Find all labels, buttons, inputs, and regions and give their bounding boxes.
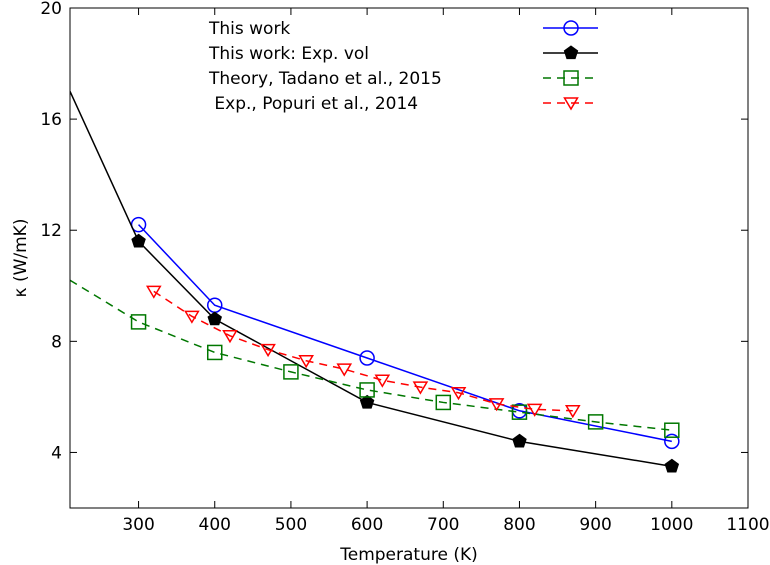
data-point (450, 386, 467, 401)
data-point (512, 433, 527, 448)
data-point (488, 398, 505, 412)
y-tick-label: 12 (40, 221, 62, 241)
data-point (664, 433, 680, 450)
y-tick-label: 16 (40, 110, 62, 130)
y-tick-label: 20 (40, 0, 62, 19)
y-tick-label: 4 (51, 443, 62, 463)
legend-marker (563, 45, 579, 60)
data-point (336, 363, 353, 377)
data-point (412, 381, 429, 395)
x-axis-title: Temperature (K) (339, 545, 478, 565)
data-point (511, 404, 528, 420)
legend: This work This work: Exp. vol Theory, Tada… (208, 19, 598, 114)
x-tick-label: 800 (503, 515, 535, 535)
y-axis-title: κ (W/mK) (11, 219, 31, 298)
data-point (298, 355, 314, 369)
series-0 (130, 216, 680, 450)
data-point (435, 394, 452, 411)
x-tick-label: 600 (351, 515, 383, 535)
data-point (664, 422, 680, 438)
series-line (70, 279, 672, 431)
x-tick-label: 400 (199, 515, 231, 535)
data-point (374, 374, 391, 388)
data-point (206, 344, 223, 361)
x-tick-label: 900 (579, 515, 611, 535)
series-1 (70, 91, 680, 473)
data-point (222, 330, 238, 344)
series-3 (145, 285, 581, 419)
data-point (564, 405, 581, 419)
data-point (131, 233, 146, 248)
data-point (526, 403, 543, 417)
data-point (359, 394, 375, 409)
series-layer (70, 91, 680, 473)
legend-marker (563, 20, 579, 36)
x-tick-label: 1100 (726, 515, 769, 535)
legend-marker (563, 97, 579, 111)
data-point (130, 314, 147, 330)
data-point (184, 310, 200, 324)
series-line (153, 290, 573, 412)
legend-label: This work (208, 19, 290, 39)
series-2 (70, 279, 680, 438)
data-point (664, 458, 680, 473)
data-point (587, 414, 604, 430)
legend-label: Exp., Popuri et al., 2014 (209, 94, 418, 114)
data-point (283, 364, 299, 380)
plot-frame (69, 7, 749, 509)
x-tick-label: 300 (122, 515, 154, 535)
series-line (70, 91, 672, 468)
y-tick-label: 8 (51, 332, 62, 352)
data-point (359, 382, 375, 398)
data-point (260, 343, 276, 358)
legend-label: Theory, Tadano et al., 2015 (208, 69, 442, 89)
x-tick-label: 500 (275, 515, 307, 535)
data-point (145, 285, 162, 299)
legend-label: This work: Exp. vol (208, 44, 369, 64)
series-line (138, 224, 672, 443)
tick-labels: 300 400 500 600 700 800 900 1000 1100 4 8 12 16 20 (40, 0, 769, 535)
x-tick-label: 700 (427, 515, 459, 535)
data-point (359, 350, 375, 366)
x-tick-label: 1000 (650, 515, 693, 535)
data-point (207, 311, 222, 326)
legend-marker (563, 70, 579, 86)
